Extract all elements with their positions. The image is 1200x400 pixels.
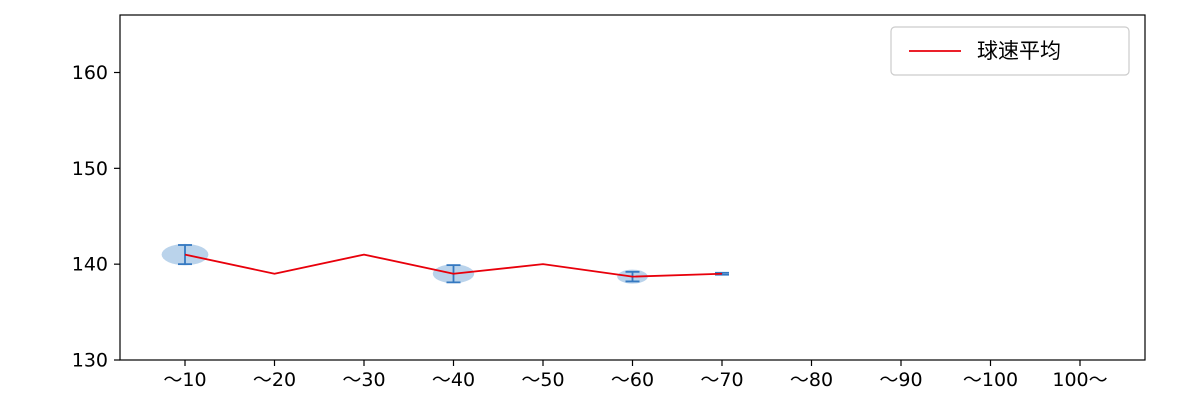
legend: 球速平均 [890, 26, 1130, 76]
x-tick-label: ～70 [700, 369, 743, 391]
x-tick-label: ～30 [342, 369, 385, 391]
x-tick-label: ～100 [963, 369, 1018, 391]
series-line-average-speed [184, 253, 723, 278]
x-tick-label: ～40 [432, 369, 475, 391]
y-tick-label: 160 [72, 62, 108, 84]
y-tick-label: 140 [72, 254, 108, 276]
x-tick-label: ～10 [163, 369, 206, 391]
y-axis: 130 140 150 160 [72, 62, 120, 372]
legend-label: 球速平均 [977, 39, 1061, 63]
y-tick-label: 150 [72, 158, 108, 180]
x-axis: ～10 ～20 ～30 ～40 ～50 ～60 ～70 ～80 ～90 ～100 100～ [163, 360, 1108, 391]
x-tick-label: ～90 [879, 369, 922, 391]
x-tick-label: 100～ [1052, 369, 1107, 391]
y-tick-label: 130 [72, 350, 108, 372]
x-tick-label: ～80 [790, 369, 833, 391]
x-tick-label: ～20 [253, 369, 296, 391]
x-tick-label: ～50 [521, 369, 564, 391]
legend-box [890, 26, 1130, 76]
x-tick-label: ～60 [611, 369, 654, 391]
